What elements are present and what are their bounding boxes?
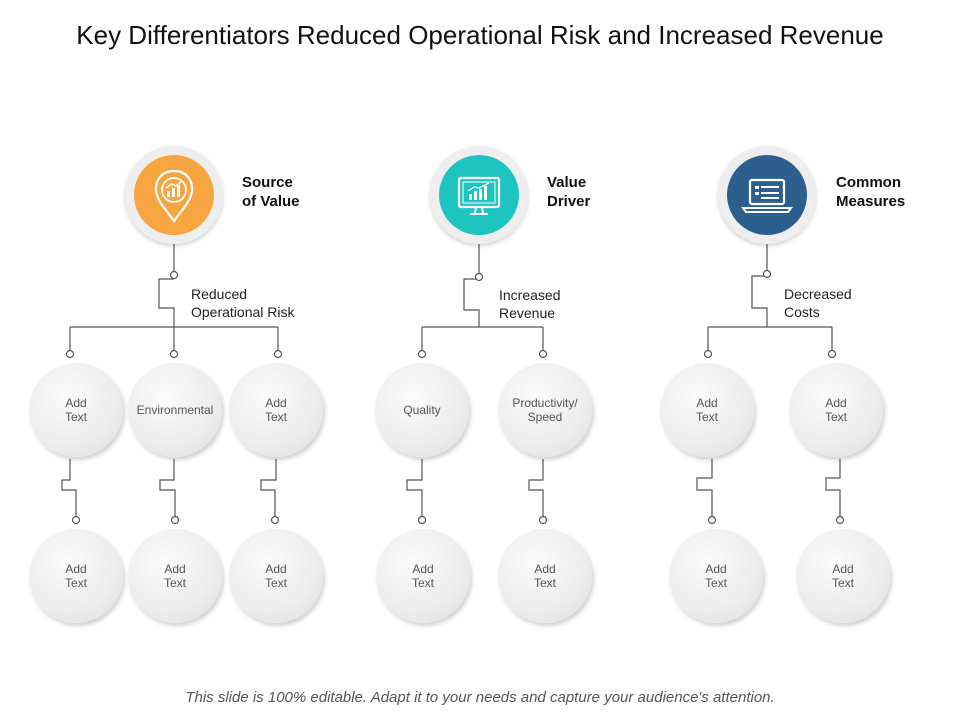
node-label: Add Text [831, 562, 854, 590]
value-driver-icon-badge [430, 146, 528, 244]
node-c2-bottom-1: Add Text [376, 529, 470, 623]
common-measures-heading: Common Measures [836, 174, 906, 210]
node-label: Add Text [533, 562, 556, 590]
node-c3-bottom-2: Add Text [796, 529, 890, 623]
node-label: Environmental [136, 403, 214, 417]
slide-footer-note: This slide is 100% editable. Adapt it to… [185, 689, 775, 706]
source-of-value-icon-badge [125, 146, 223, 244]
slide-title: Key Differentiators Reduced Operational … [76, 20, 884, 50]
node-label: Quality [403, 403, 441, 417]
node-c1-top-2: Environmental [128, 363, 222, 457]
node-c3-top-1: Add Text [660, 363, 754, 457]
node-c1-top-3: Add Text [229, 363, 323, 457]
node-c1-top-1: Add Text [29, 363, 123, 457]
value-driver-heading: Value Driver [547, 174, 591, 210]
location-pin-chart-icon [134, 155, 214, 235]
node-c1-bottom-1: Add Text [29, 529, 123, 623]
node-label: Add Text [695, 396, 718, 424]
node-label: Add Text [163, 562, 186, 590]
common-measures-icon-badge [718, 146, 816, 244]
node-label: Productivity/ Speed [512, 396, 578, 424]
node-c3-bottom-1: Add Text [669, 529, 763, 623]
node-label: Add Text [264, 562, 287, 590]
node-c1-bottom-3: Add Text [229, 529, 323, 623]
node-c1-bottom-2: Add Text [128, 529, 222, 623]
increased-revenue-label: Increased Revenue [499, 287, 561, 321]
node-label: Add Text [824, 396, 847, 424]
source-of-value-heading: Source of Value [242, 174, 300, 210]
node-c2-top-2: Productivity/ Speed [498, 363, 592, 457]
node-label: Add Text [264, 396, 287, 424]
decreased-costs-label: Decreased Costs [784, 286, 852, 320]
laptop-icon [727, 155, 807, 235]
node-label: Add Text [704, 562, 727, 590]
node-c2-bottom-2: Add Text [498, 529, 592, 623]
node-c3-top-2: Add Text [789, 363, 883, 457]
node-label: Add Text [64, 562, 87, 590]
node-c2-top-1: Quality [375, 363, 469, 457]
node-label: Add Text [64, 396, 87, 424]
reduced-operational-risk-label: Reduced Operational Risk [191, 286, 295, 320]
monitor-chart-icon [439, 155, 519, 235]
node-label: Add Text [411, 562, 434, 590]
